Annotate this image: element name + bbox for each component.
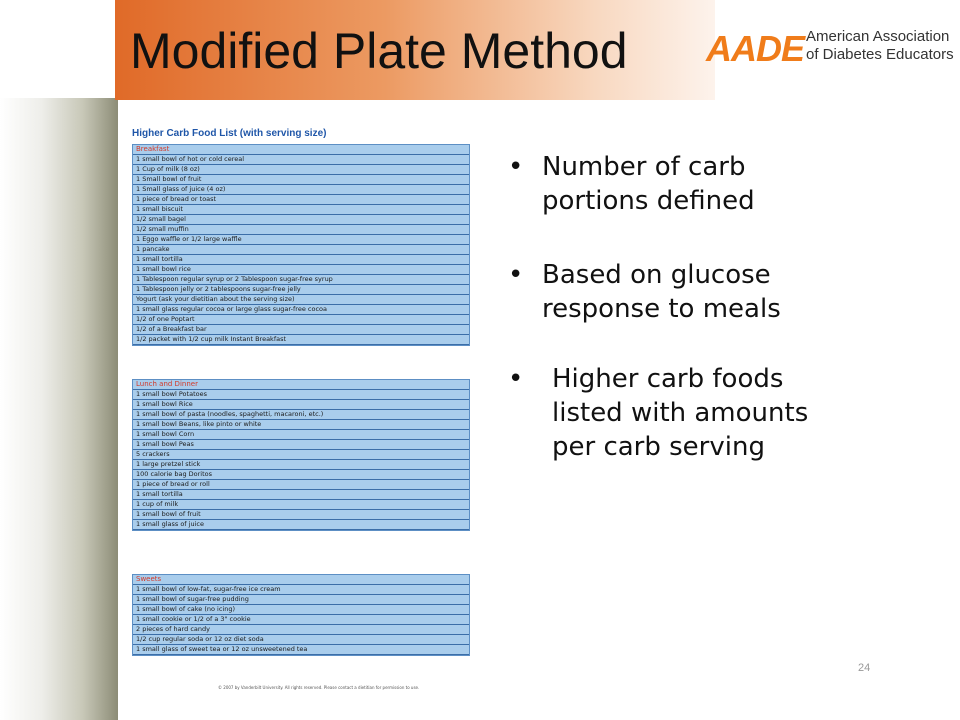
list-item: 1 small glass regular cocoa or large gla… [133,305,469,315]
list-item: 1 small glass of sweet tea or 12 oz unsw… [133,645,469,655]
title-band [115,0,715,100]
list-item: 1 small bowl Rice [133,400,469,410]
section-header: Sweets [133,575,469,585]
section-header: Lunch and Dinner [133,380,469,390]
bullet-marker: • [508,260,524,290]
list-item: 1 small bowl of fruit [133,510,469,520]
section-lunch-dinner: Lunch and Dinner 1 small bowl Potatoes 1… [132,379,470,531]
list-item: 1 Eggo waffle or 1/2 large waffle [133,235,469,245]
list-item: 1 small glass of juice [133,520,469,530]
list-item: 1 cup of milk [133,500,469,510]
list-item: 1/2 of one Poptart [133,315,469,325]
bullet-line: portions defined [542,186,755,216]
bullet-item: • Based on glucose response to meals [506,258,946,326]
list-item: 1 small bowl Beans, like pinto or white [133,420,469,430]
list-item: 1 small bowl of hot or cold cereal [133,155,469,165]
logo-line-2: of Diabetes Educators [806,46,954,63]
list-item: 1 large pretzel stick [133,460,469,470]
list-item: 1 small cookie or 1/2 of a 3" cookie [133,615,469,625]
bullet-item: • Higher carb foods listed with amounts … [506,362,946,464]
logo-mark: AADE [706,28,805,69]
section-sweets: Sweets 1 small bowl of low-fat, sugar-fr… [132,574,470,656]
list-item: 1 small bowl Corn [133,430,469,440]
food-list-title: Higher Carb Food List (with serving size… [132,128,327,139]
bullet-line: Based on glucose [542,260,771,290]
bullet-marker: • [508,152,524,182]
list-item: 1 small bowl of cake (no icing) [133,605,469,615]
list-item: 1/2 packet with 1/2 cup milk Instant Bre… [133,335,469,345]
slide-title: Modified Plate Method [130,23,628,79]
list-item: 1 piece of bread or toast [133,195,469,205]
list-item: 1 Cup of milk (8 oz) [133,165,469,175]
aade-logo: AADE American Association of Diabetes Ed… [706,24,956,76]
list-item: 1 small bowl of low-fat, sugar-free ice … [133,585,469,595]
list-item: Yogurt (ask your dietitian about the ser… [133,295,469,305]
list-item: 100 calorie bag Doritos [133,470,469,480]
logo-line-1: American Association [806,28,950,45]
bullet-line: response to meals [542,294,781,324]
food-list-image: Higher Carb Food List (with serving size… [128,124,480,696]
copyright-note: © 2007 by Vanderbilt University. All rig… [218,685,420,690]
list-item: 1 piece of bread or roll [133,480,469,490]
list-item: 1 small bowl Peas [133,440,469,450]
bullet-list: • Number of carb portions defined • Base… [506,150,946,464]
section-header: Breakfast [133,145,469,155]
bullet-marker: • [508,364,524,394]
bullet-line: Higher carb foods [552,364,784,394]
bullet-line: Number of carb [542,152,746,182]
list-item: 1 Small glass of juice (4 oz) [133,185,469,195]
list-item: 5 crackers [133,450,469,460]
bullet-line: listed with amounts [552,398,809,428]
logo-text: American Association of Diabetes Educato… [806,28,954,64]
list-item: 1 small tortilla [133,255,469,265]
list-item: 1/2 small muffin [133,225,469,235]
list-item: 1 small bowl Potatoes [133,390,469,400]
list-item: 1 small tortilla [133,490,469,500]
list-item: 1 small bowl rice [133,265,469,275]
list-item: 1 small bowl of sugar-free pudding [133,595,469,605]
bullet-line: per carb serving [552,432,765,462]
list-item: 1 Tablespoon regular syrup or 2 Tablespo… [133,275,469,285]
list-item: 1 Tablespoon jelly or 2 tablespoons suga… [133,285,469,295]
list-item: 1 Small bowl of fruit [133,175,469,185]
list-item: 1 small biscuit [133,205,469,215]
list-item: 1/2 of a Breakfast bar [133,325,469,335]
list-item: 1/2 small bagel [133,215,469,225]
page-number: 24 [858,662,871,674]
list-item: 1/2 cup regular soda or 12 oz diet soda [133,635,469,645]
section-breakfast: Breakfast 1 small bowl of hot or cold ce… [132,144,470,346]
bullet-item: • Number of carb portions defined [506,150,946,218]
list-item: 2 pieces of hard candy [133,625,469,635]
left-decorative-bar [0,98,118,720]
list-item: 1 small bowl of pasta (noodles, spaghett… [133,410,469,420]
list-item: 1 pancake [133,245,469,255]
